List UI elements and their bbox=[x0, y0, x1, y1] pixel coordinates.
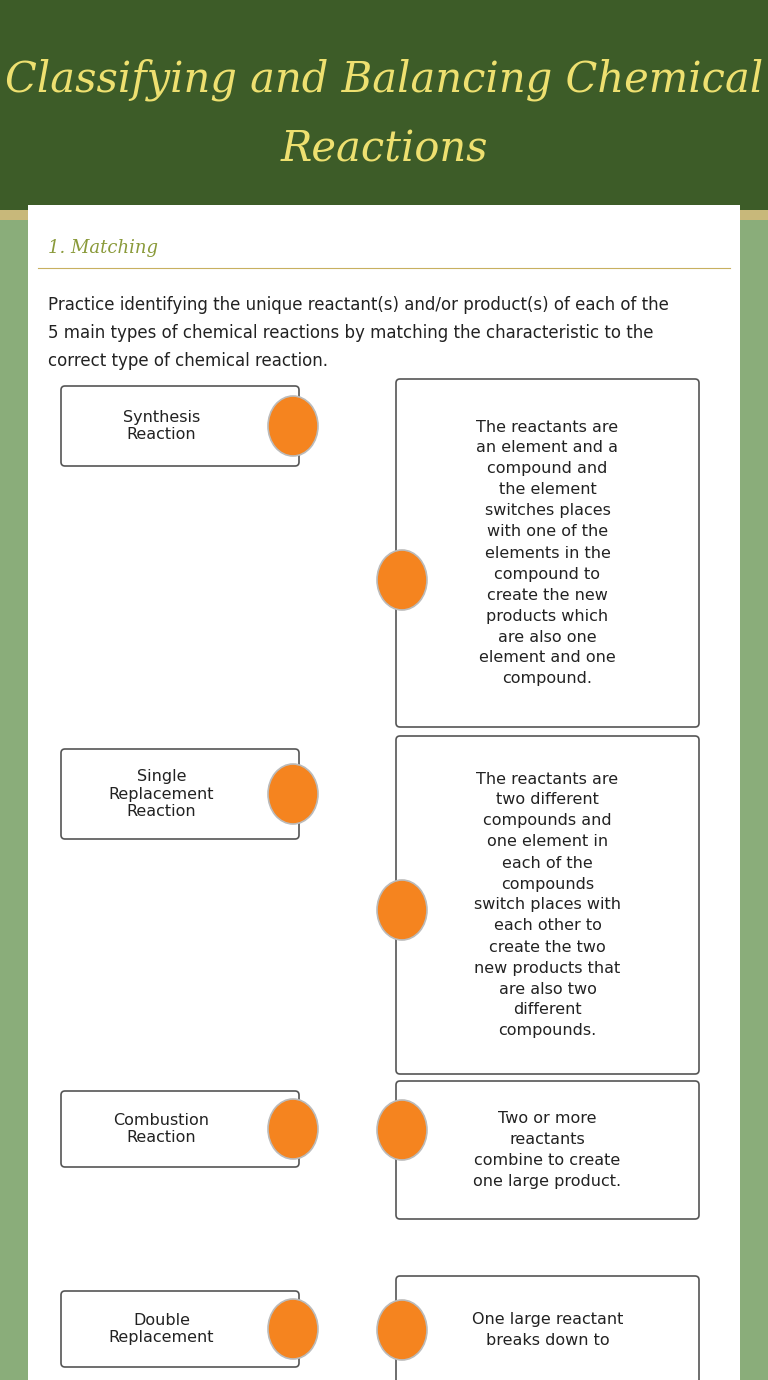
Text: 5 main types of chemical reactions by matching the characteristic to the: 5 main types of chemical reactions by ma… bbox=[48, 324, 654, 342]
Ellipse shape bbox=[377, 1300, 427, 1361]
FancyBboxPatch shape bbox=[396, 380, 699, 727]
Bar bbox=[0, 0, 768, 219]
Text: Reactions: Reactions bbox=[280, 128, 488, 171]
FancyBboxPatch shape bbox=[396, 736, 699, 1074]
FancyBboxPatch shape bbox=[61, 386, 299, 466]
Ellipse shape bbox=[268, 396, 318, 455]
Bar bbox=[0, 210, 768, 219]
FancyBboxPatch shape bbox=[61, 1092, 299, 1167]
Bar bbox=[740, 219, 768, 1380]
Bar bbox=[28, 206, 740, 1380]
Bar bbox=[0, 219, 28, 1380]
Text: Single
Replacement
Reaction: Single Replacement Reaction bbox=[109, 769, 214, 818]
Text: The reactants are
an element and a
compound and
the element
switches places
with: The reactants are an element and a compo… bbox=[476, 420, 618, 686]
Ellipse shape bbox=[268, 765, 318, 824]
Text: Double
Replacement: Double Replacement bbox=[109, 1312, 214, 1346]
Ellipse shape bbox=[377, 1100, 427, 1161]
Text: correct type of chemical reaction.: correct type of chemical reaction. bbox=[48, 352, 328, 370]
Text: One large reactant
breaks down to: One large reactant breaks down to bbox=[472, 1312, 623, 1348]
FancyBboxPatch shape bbox=[61, 749, 299, 839]
FancyBboxPatch shape bbox=[396, 1276, 699, 1380]
Ellipse shape bbox=[377, 880, 427, 940]
Text: Classifying and Balancing Chemical: Classifying and Balancing Chemical bbox=[5, 59, 763, 101]
FancyBboxPatch shape bbox=[61, 1292, 299, 1368]
Ellipse shape bbox=[377, 551, 427, 610]
Text: Practice identifying the unique reactant(s) and/or product(s) of each of the: Practice identifying the unique reactant… bbox=[48, 295, 669, 315]
Text: Synthesis
Reaction: Synthesis Reaction bbox=[123, 410, 200, 442]
Ellipse shape bbox=[268, 1299, 318, 1359]
Ellipse shape bbox=[268, 1098, 318, 1159]
Text: Two or more
reactants
combine to create
one large product.: Two or more reactants combine to create … bbox=[473, 1111, 621, 1190]
Text: The reactants are
two different
compounds and
one element in
each of the
compoun: The reactants are two different compound… bbox=[474, 771, 621, 1039]
Text: Combustion
Reaction: Combustion Reaction bbox=[114, 1112, 210, 1145]
Text: 1. Matching: 1. Matching bbox=[48, 239, 158, 257]
FancyBboxPatch shape bbox=[396, 1081, 699, 1219]
